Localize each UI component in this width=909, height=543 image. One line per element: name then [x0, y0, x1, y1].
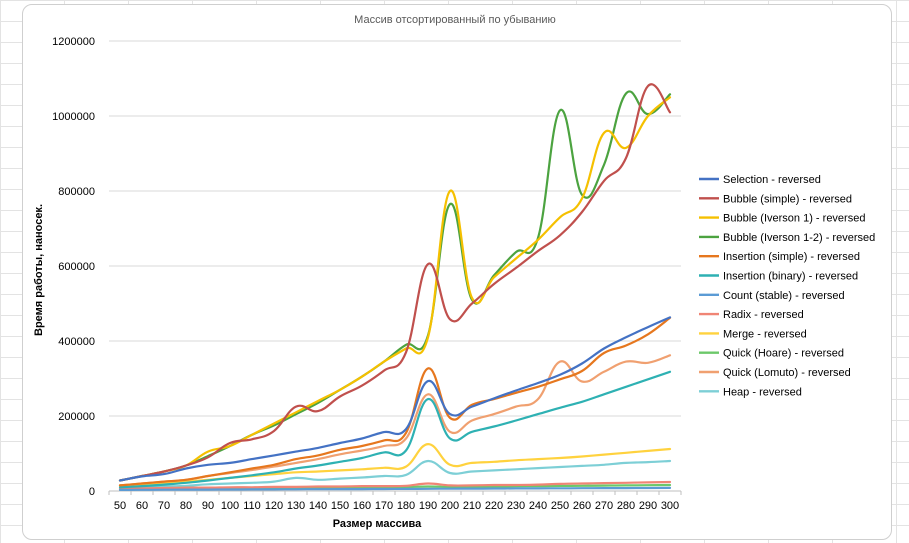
x-tick-label: 50: [114, 500, 126, 512]
legend-label: Quick (Hoare) - reversed: [723, 348, 844, 360]
x-tick-label: 60: [136, 500, 148, 512]
y-tick-label: 800000: [58, 186, 95, 198]
y-tick-label: 200000: [58, 411, 95, 423]
series-line-count-stable-reversed: [118, 486, 672, 491]
x-tick-label: 230: [507, 500, 525, 512]
x-tick-label: 110: [243, 500, 261, 512]
x-tick-label: 240: [529, 500, 547, 512]
y-tick-label: 1200000: [52, 36, 95, 48]
x-tick-label: 80: [180, 500, 192, 512]
series-lines: [118, 83, 672, 491]
y-tick-label: 1000000: [52, 111, 95, 123]
x-axis-title: Размер массива: [333, 518, 422, 530]
legend-label: Radix - reversed: [723, 309, 804, 321]
y-axis-title: Время работы, наносек.: [33, 204, 45, 336]
legend-label: Bubble (Iverson 1) - reversed: [723, 213, 865, 225]
y-axis-ticks: 0 200000 400000 600000 800000 1000000 1200000: [52, 36, 95, 498]
x-tick-label: 100: [221, 500, 239, 512]
chart-area[interactable]: Массив отсортированный по убыванию 0 2000…: [22, 4, 892, 540]
x-tick-label: 220: [485, 500, 503, 512]
legend-label: Merge - reversed: [723, 328, 807, 340]
legend-label: Selection - reversed: [723, 174, 821, 186]
legend: Selection - reversed Bubble (simple) - re…: [699, 174, 875, 398]
legend-label: Insertion (simple) - reversed: [723, 251, 860, 263]
y-tick-label: 0: [89, 486, 95, 498]
series-line-selection-reversed: [118, 316, 672, 482]
x-tick-label: 190: [419, 500, 437, 512]
series-line-heap-reversed: [118, 459, 672, 490]
x-tick-label: 150: [331, 500, 349, 512]
y-tick-label: 600000: [58, 261, 95, 273]
series-line-insertion-simple-reversed: [118, 316, 672, 487]
legend-label: Quick (Lomuto) - reversed: [723, 367, 851, 379]
legend-label: Heap - reversed: [723, 386, 802, 398]
x-tick-label: 200: [441, 500, 459, 512]
x-tick-label: 130: [287, 500, 305, 512]
x-tick-label: 210: [463, 500, 481, 512]
legend-label: Bubble (simple) - reversed: [723, 193, 852, 205]
x-tick-label: 140: [309, 500, 327, 512]
x-tick-label: 90: [202, 500, 214, 512]
legend-label: Bubble (Iverson 1-2) - reversed: [723, 232, 875, 244]
x-tick-label: 170: [375, 500, 393, 512]
series-line-insertion-binary-reversed: [118, 370, 672, 489]
line-chart: Массив отсортированный по убыванию 02000…: [33, 14, 875, 530]
x-tick-label: 120: [265, 500, 283, 512]
x-tick-label: 70: [158, 500, 170, 512]
series-line-bubble-iverson-1-reversed: [118, 96, 672, 482]
x-tick-label: 290: [639, 500, 657, 512]
series-line-radix-reversed: [118, 480, 672, 490]
x-tick-label: 270: [595, 500, 613, 512]
x-tick-label: 160: [353, 500, 371, 512]
x-axis-ticks: 50 60 70 80 90 100 110 120 130 140 150 160 170 180 190…: [108, 491, 682, 512]
legend-label: Insertion (binary) - reversed: [723, 271, 858, 283]
legend-label: Count (stable) - reversed: [723, 290, 845, 302]
x-tick-label: 250: [551, 500, 569, 512]
y-gridlines: [109, 40, 681, 417]
x-tick-label: 280: [617, 500, 635, 512]
series-line-bubble-iverson-1-2-reversed: [118, 90, 672, 482]
x-tick-label: 260: [573, 500, 591, 512]
y-tick-label: 400000: [58, 336, 95, 348]
x-tick-label: 300: [661, 500, 679, 512]
x-tick-label: 180: [397, 500, 415, 512]
chart-title: Массив отсортированный по убыванию: [354, 14, 556, 26]
series-line-bubble-simple-reversed: [118, 83, 672, 482]
